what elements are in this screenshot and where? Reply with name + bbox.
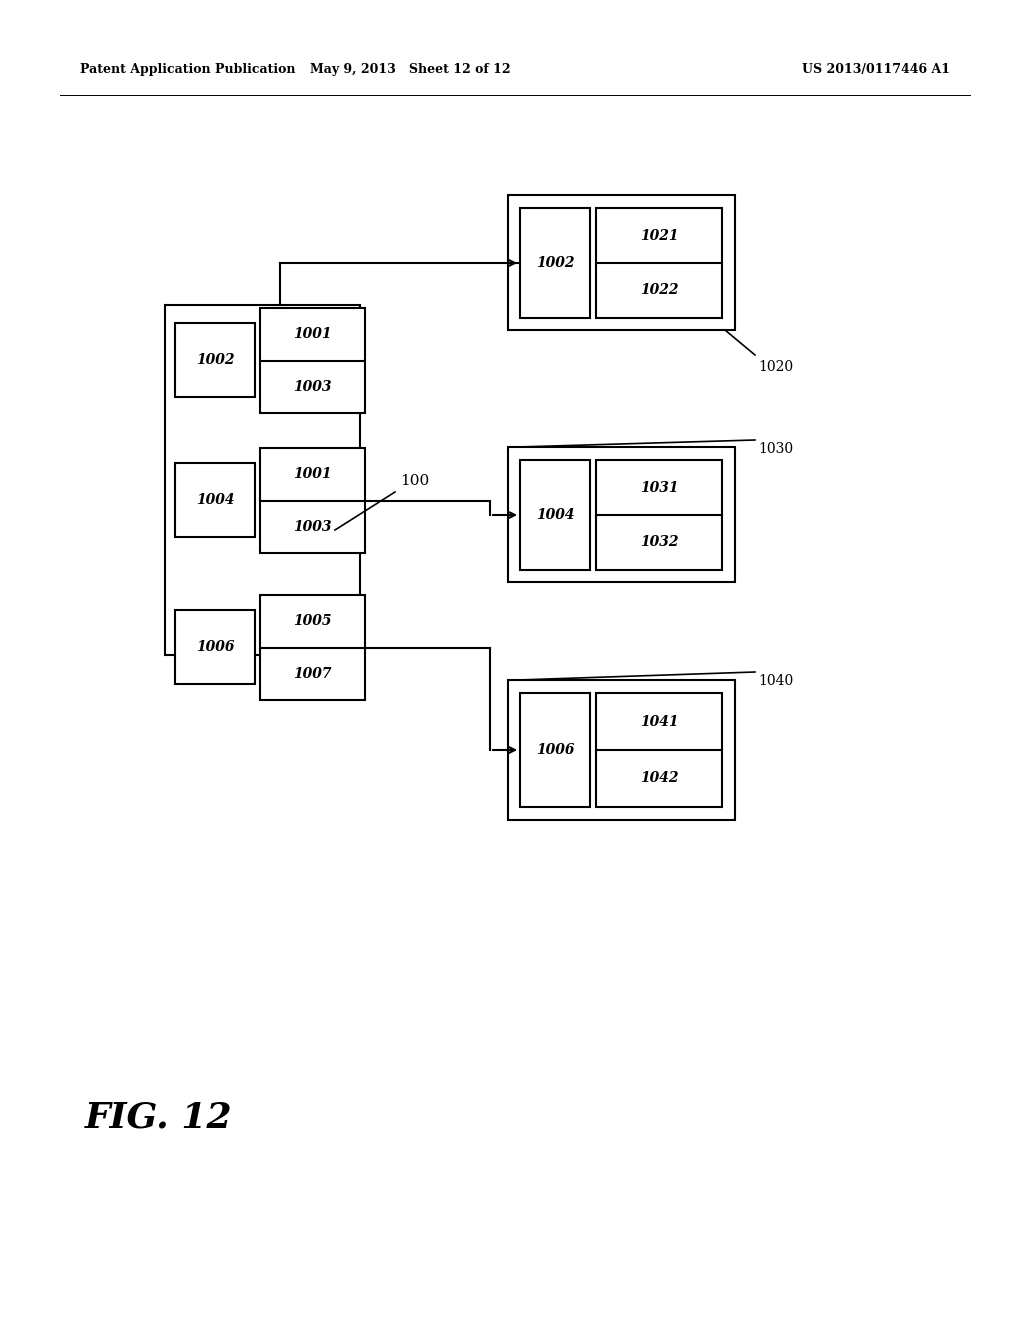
Text: 1041: 1041 <box>640 714 678 729</box>
Text: 1032: 1032 <box>640 536 678 549</box>
Bar <box>508 447 735 582</box>
Bar <box>175 463 255 537</box>
Bar <box>520 459 590 570</box>
Text: 1003: 1003 <box>293 520 332 533</box>
Text: 1004: 1004 <box>196 492 234 507</box>
Text: 1002: 1002 <box>196 352 234 367</box>
Text: 1031: 1031 <box>640 480 678 495</box>
Bar <box>520 209 590 318</box>
Bar <box>596 209 722 318</box>
Text: 1001: 1001 <box>293 327 332 342</box>
Text: 1004: 1004 <box>536 508 574 521</box>
Bar <box>175 610 255 684</box>
Bar <box>520 693 590 807</box>
Text: 1020: 1020 <box>758 360 794 374</box>
Text: 1042: 1042 <box>640 771 678 785</box>
Text: 1007: 1007 <box>293 667 332 681</box>
Text: FIG. 12: FIG. 12 <box>85 1100 232 1134</box>
Text: 100: 100 <box>400 474 429 488</box>
Bar <box>260 595 365 700</box>
Bar <box>175 323 255 397</box>
Text: 1021: 1021 <box>640 228 678 243</box>
Bar <box>508 680 735 820</box>
Bar <box>596 693 722 807</box>
Text: 1002: 1002 <box>536 256 574 271</box>
Text: Patent Application Publication: Patent Application Publication <box>80 63 296 77</box>
Bar <box>165 305 360 655</box>
Text: May 9, 2013   Sheet 12 of 12: May 9, 2013 Sheet 12 of 12 <box>309 63 510 77</box>
Text: 1003: 1003 <box>293 380 332 393</box>
Text: 1040: 1040 <box>758 675 794 688</box>
Text: 1001: 1001 <box>293 467 332 482</box>
Bar <box>508 195 735 330</box>
Text: 1022: 1022 <box>640 284 678 297</box>
Text: US 2013/0117446 A1: US 2013/0117446 A1 <box>802 63 950 77</box>
Text: 1005: 1005 <box>293 614 332 628</box>
Bar <box>596 459 722 570</box>
Text: 1006: 1006 <box>196 640 234 653</box>
Bar <box>260 447 365 553</box>
Bar <box>260 308 365 413</box>
Text: 1006: 1006 <box>536 743 574 756</box>
Text: 1030: 1030 <box>758 442 794 455</box>
